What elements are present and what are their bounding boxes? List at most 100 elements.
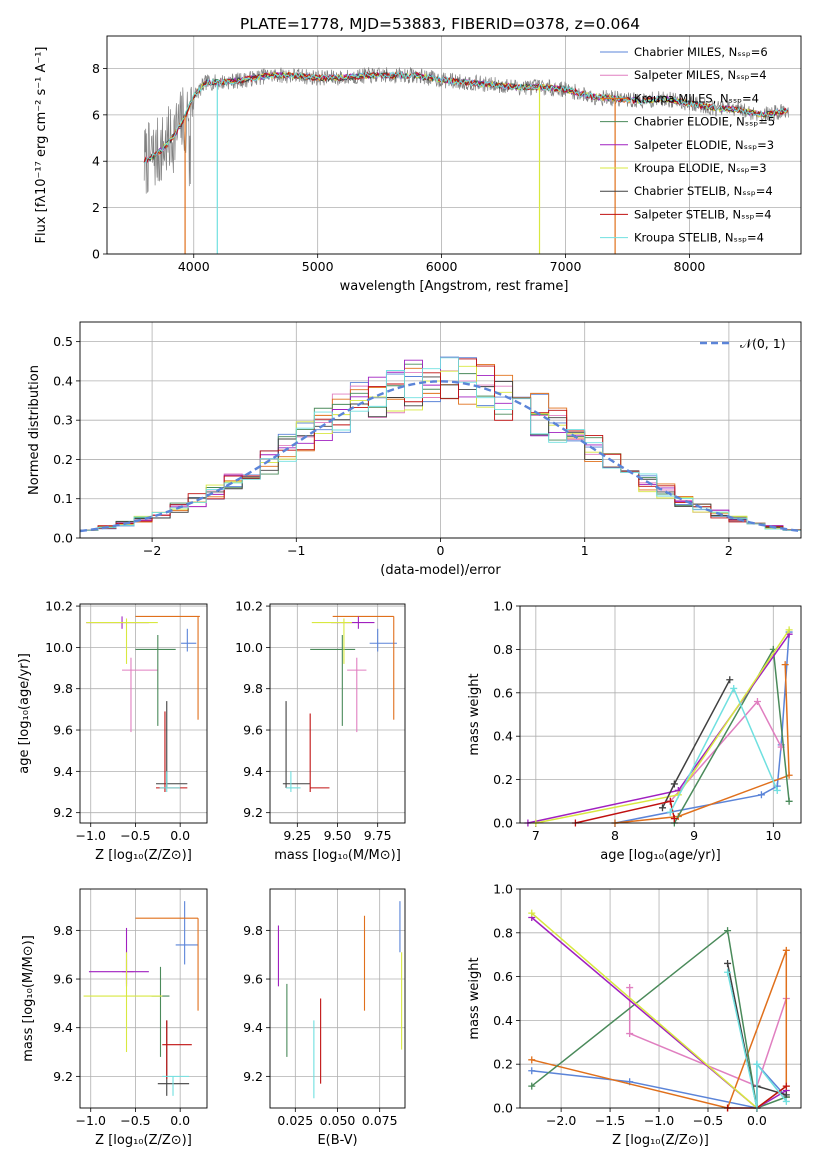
x-tick-label: 6000	[426, 259, 458, 274]
mass-weight-marker	[726, 676, 734, 684]
y-tick-label: 9.6	[243, 972, 263, 987]
y-tick-label: 9.8	[53, 923, 73, 938]
mass-weight-marker	[528, 1082, 536, 1090]
y-tick-label: 0.0	[53, 531, 73, 546]
mass-weight-line	[531, 929, 787, 1110]
x-tick-label: 9.50	[324, 828, 352, 843]
x-tick-label: −1.0	[76, 1113, 106, 1128]
y-tick-label: 0.5	[53, 334, 73, 349]
mass-weight-marker	[773, 786, 781, 794]
x-tick-label: 10	[765, 828, 781, 843]
y-tick-label: 0.8	[493, 925, 513, 940]
mass-weight-marker	[666, 808, 674, 816]
legend: 𝒩(0, 1)	[700, 336, 786, 351]
y-tick-label: 0	[92, 247, 100, 262]
mass-weight-marker	[782, 946, 790, 954]
mass-weight-marker	[782, 1097, 790, 1105]
x-tick-label: 5000	[302, 259, 334, 274]
mass-weight-line	[669, 700, 782, 802]
x-axis-label: age [log₁₀(age/yr)]	[600, 848, 721, 863]
axes-frame	[519, 605, 802, 824]
y-tick-label: 9.4	[53, 1020, 73, 1035]
mass-weight-marker	[724, 927, 732, 935]
mass-weight-line	[628, 987, 788, 1088]
x-tick-label: 0.050	[320, 1113, 356, 1128]
y-tick-label: 0.2	[493, 1057, 513, 1072]
x-tick-label: −0.5	[120, 1113, 150, 1128]
y-tick-label: 6	[92, 107, 100, 122]
legend-entry: Salpeter STELIB, Nₛₛₚ=4	[634, 207, 772, 221]
mass-weight-marker	[724, 959, 732, 967]
y-tick-label: 0.6	[493, 969, 513, 984]
y-tick-label: 9.8	[243, 681, 263, 696]
legend-entry: 𝒩(0, 1)	[740, 336, 786, 351]
legend-entry: Salpeter MILES, Nₛₛₚ=4	[634, 68, 767, 82]
x-axis-label: Z [log₁₀(Z/Z⊙)]	[95, 848, 192, 863]
mass-weight-marker	[666, 797, 674, 805]
y-tick-label: 9.6	[53, 972, 73, 987]
plot-area	[79, 356, 802, 533]
x-tick-label: 7	[532, 828, 540, 843]
y-tick-label: 0.4	[53, 373, 73, 388]
mass-weight-marker	[626, 984, 634, 992]
y-axis-label: mass [log₁₀(M/M⊙)]	[21, 935, 36, 1062]
x-tick-label: 8	[611, 828, 619, 843]
y-tick-label: 10.0	[45, 640, 73, 655]
x-tick-label: 8000	[674, 259, 706, 274]
y-tick-label: 0.6	[493, 685, 513, 700]
y-tick-label: 9.2	[53, 805, 73, 820]
y-tick-label: 9.4	[243, 1020, 263, 1035]
y-tick-label: 0.4	[493, 729, 513, 744]
legend-entry: Chabrier MILES, Nₛₛₚ=6	[634, 45, 768, 59]
axes-frame	[79, 321, 802, 539]
x-tick-label: 0	[437, 543, 445, 558]
legend-entry: Chabrier ELODIE, Nₛₛₚ=5	[634, 115, 775, 129]
x-tick-label: 0.0	[170, 1113, 190, 1128]
mass-weight-marker	[785, 626, 793, 634]
y-axis-label: Normed distribution	[27, 365, 42, 495]
mass-weight-marker	[528, 1056, 536, 1064]
mass-weight-line	[527, 633, 790, 824]
mass-weight-marker	[753, 1060, 761, 1068]
figure-title: PLATE=1778, MJD=53883, FIBERID=0378, z=0…	[240, 15, 640, 33]
mass-weight-marker	[670, 780, 678, 788]
y-tick-label: 9.4	[243, 764, 263, 779]
panel-age-vs-mass: 9.25 9.50 9.75 9.2 9.4 9.6 9.8 10.0 10.2 mass [lo…	[235, 599, 406, 863]
y-tick-label: 0.0	[493, 816, 513, 831]
mass-weight-marker	[724, 968, 732, 976]
y-tick-label: 9.8	[53, 681, 73, 696]
model-spectrum-line	[144, 71, 789, 164]
mass-weight-marker	[757, 791, 765, 799]
x-axis-label: wavelength [Angstrom, rest frame]	[340, 279, 569, 294]
mass-weight-marker	[528, 1067, 536, 1075]
y-tick-label: 0.0	[493, 1101, 513, 1116]
x-axis-label: mass [log₁₀(M/M⊙)]	[274, 848, 401, 863]
y-tick-label: 0.3	[53, 413, 73, 428]
x-axis-label: E(B-V)	[317, 1133, 357, 1148]
axes-frame	[79, 603, 208, 824]
mass-weight-marker	[753, 697, 761, 705]
x-tick-label: 4000	[178, 259, 210, 274]
x-tick-label: 9	[690, 828, 698, 843]
mass-weight-marker	[528, 909, 536, 917]
normal-distribution-curve	[79, 380, 802, 533]
legend-entry: Chabrier STELIB, Nₛₛₚ=4	[634, 184, 773, 198]
panel-mass-vs-ebv: 0.025 0.050 0.075 9.2 9.4 9.6 9.8 E(B-V)	[243, 888, 406, 1148]
y-tick-label: 2	[92, 200, 100, 215]
y-tick-label: 0.8	[493, 642, 513, 657]
observed-spectrum-line	[143, 66, 789, 194]
legend: Chabrier MILES, Nₛₛₚ=6 Salpeter MILES, Nₛ…	[600, 45, 775, 245]
x-tick-label: 9.25	[283, 828, 311, 843]
x-tick-label: 0.0	[170, 828, 190, 843]
legend-entry: Kroupa STELIB, Nₛₛₚ=4	[634, 231, 764, 245]
y-tick-label: 9.4	[53, 764, 73, 779]
plot-area	[282, 615, 397, 793]
mass-weight-line	[614, 631, 790, 824]
x-tick-label: −0.5	[120, 828, 150, 843]
y-tick-label: 0.2	[493, 772, 513, 787]
y-tick-label: 1.0	[493, 882, 513, 897]
x-tick-label: −1	[287, 543, 305, 558]
plot-area	[86, 615, 200, 793]
y-tick-label: 9.2	[53, 1069, 73, 1084]
mass-weight-marker	[781, 661, 789, 669]
